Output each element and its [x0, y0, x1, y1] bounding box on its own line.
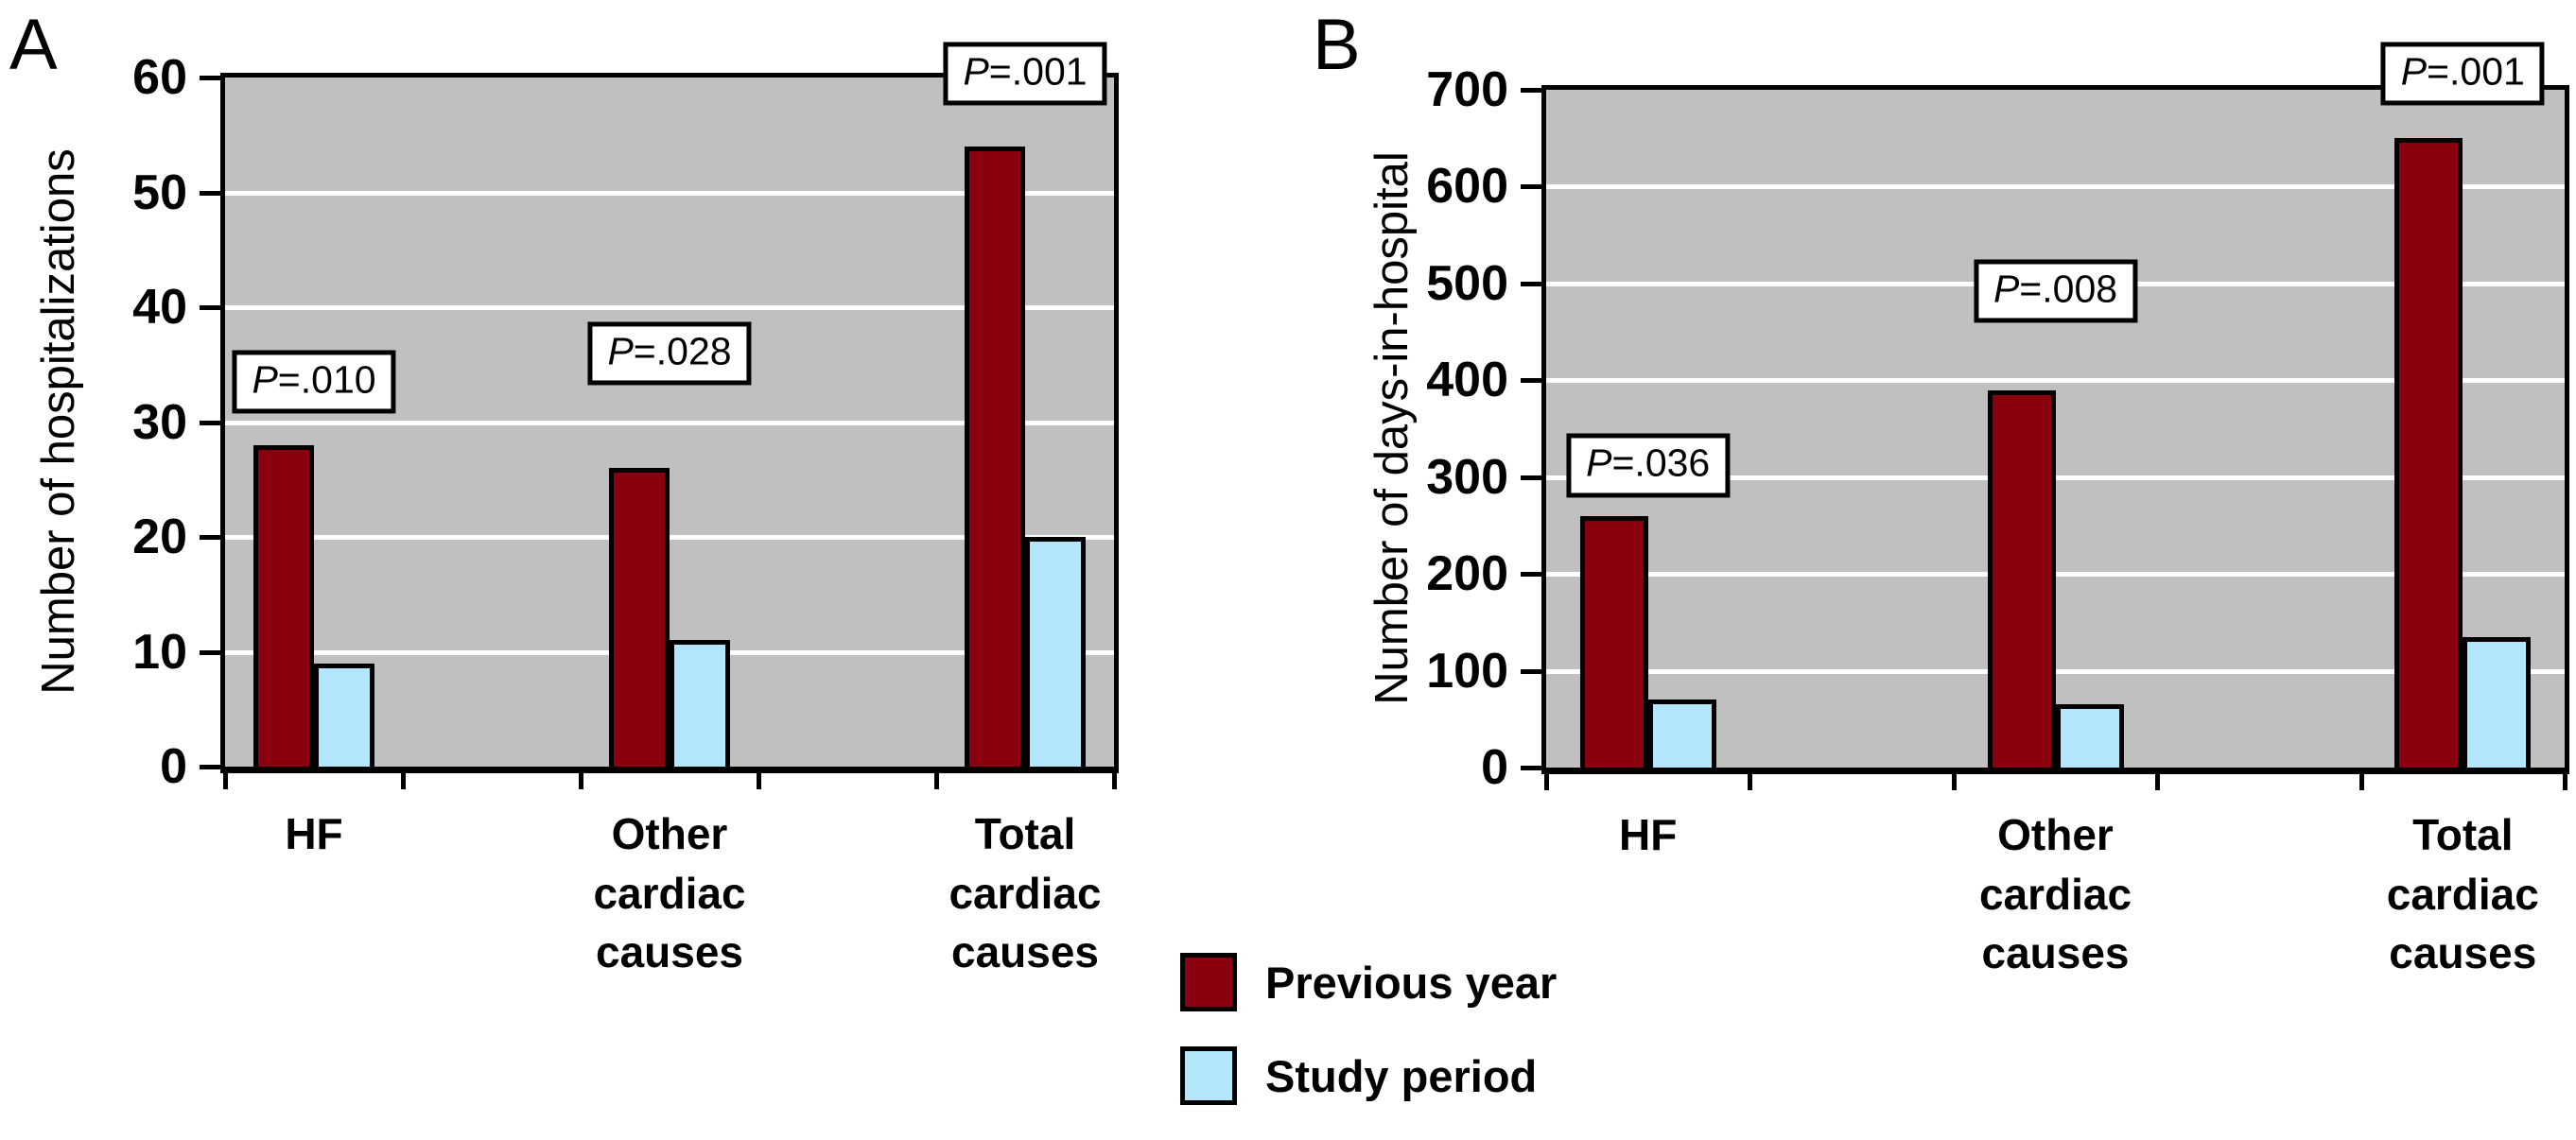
category-label-group3: Total cardiac causes [2386, 810, 2539, 978]
y-axis-tick [1521, 184, 1541, 190]
x-axis-tick [579, 769, 583, 789]
gridline [225, 190, 1114, 196]
p-value-text: =.001 [2427, 49, 2525, 94]
p-value-text: =.001 [988, 49, 1088, 94]
x-axis-tick [2155, 769, 2161, 790]
gridline [1546, 572, 2565, 578]
previous-year-label: Previous year [1265, 957, 1558, 1008]
bar-previous-year-group3 [965, 146, 1025, 767]
y-axis-tick-label: 200 [1426, 546, 1508, 602]
y-axis-tick-label: 30 [132, 394, 187, 450]
y-axis-tick-label: 700 [1426, 62, 1508, 117]
p-value-text: =.010 [277, 357, 376, 402]
category-label-group1: HF [1619, 810, 1678, 859]
p-symbol: P [1993, 267, 2020, 311]
study-period-label: Study period [1265, 1050, 1538, 1101]
bar-study-period-group1 [1647, 700, 1716, 768]
x-axis-tick [757, 769, 761, 789]
y-axis-tick [1521, 668, 1541, 674]
x-axis-tick [1544, 769, 1549, 790]
p-value-text: =.028 [633, 329, 732, 373]
p-value-text: =.036 [1611, 440, 1711, 485]
panel-a-letter: A [9, 5, 58, 85]
p-value-box-group1: P=.010 [232, 350, 396, 414]
y-axis-tick [1521, 281, 1541, 286]
y-axis-tick [200, 305, 220, 310]
x-axis-tick [1112, 769, 1117, 789]
gridline [225, 535, 1114, 540]
legend-item-previous-year: Previous year [1180, 953, 1557, 1011]
y-axis-tick [200, 649, 220, 655]
y-axis-tick [200, 190, 220, 196]
y-axis-tick [200, 535, 220, 540]
bar-previous-year-group1 [253, 444, 314, 767]
bar-study-period-group3 [1025, 537, 1086, 767]
gridline [1546, 184, 2565, 190]
y-axis-tick-label: 100 [1426, 643, 1508, 699]
previous-year-swatch [1180, 953, 1237, 1011]
y-axis-tick [200, 765, 220, 769]
bar-previous-year-group2 [1987, 389, 2056, 768]
bar-study-period-group2 [670, 640, 730, 767]
y-axis-tick [1521, 475, 1541, 480]
y-axis-tick [1521, 766, 1541, 770]
category-label-group2: Other cardiac causes [1978, 810, 2132, 978]
p-symbol: P [1586, 440, 1612, 485]
x-axis-tick [223, 769, 228, 789]
category-label-group3: Total cardiac causes [949, 809, 1102, 977]
bar-study-period-group3 [2463, 636, 2532, 768]
category-label-group2: Other cardiac causes [593, 809, 746, 977]
legend-item-study-period: Study period [1180, 1046, 1557, 1105]
gridline [1546, 378, 2565, 384]
p-symbol: P [2400, 49, 2428, 94]
panel-a-plot-area [220, 73, 1119, 773]
bar-study-period-group2 [2055, 704, 2124, 768]
p-symbol: P [607, 329, 634, 373]
gridline [225, 420, 1114, 425]
y-axis-tick-label: 10 [132, 624, 187, 680]
y-axis-tick [1521, 378, 1541, 384]
x-axis-tick [1951, 769, 1957, 790]
p-value-box-group3: P=.001 [943, 42, 1107, 106]
p-value-box-group2: P=.008 [1973, 259, 2138, 323]
p-symbol: P [252, 357, 278, 402]
gridline [1546, 668, 2565, 674]
y-axis-tick-label: 20 [132, 510, 187, 564]
panel-b-plot-area [1541, 85, 2569, 774]
y-axis-tick [200, 76, 220, 80]
y-axis-tick [200, 420, 220, 425]
figure-legend: Previous year Study period [1180, 953, 1557, 1140]
y-axis-tick-label: 500 [1426, 255, 1508, 311]
p-value-text: =.008 [2019, 267, 2118, 311]
x-axis-tick [1748, 769, 1753, 790]
x-axis-tick [934, 769, 939, 789]
bar-previous-year-group1 [1579, 515, 1648, 768]
p-value-box-group3: P=.001 [2380, 42, 2545, 106]
bar-study-period-group1 [314, 663, 374, 767]
y-axis-tick-label: 600 [1426, 159, 1508, 215]
x-axis-tick [401, 769, 406, 789]
gridline [225, 305, 1114, 310]
y-axis-tick-label: 50 [132, 164, 187, 220]
x-axis-tick [2563, 769, 2567, 790]
gridline [1546, 475, 2565, 480]
panel-b-letter: B [1313, 5, 1361, 85]
y-axis-tick-label: 0 [160, 739, 187, 794]
y-axis-tick-label: 40 [132, 280, 187, 335]
x-axis-tick [2358, 769, 2364, 790]
p-value-box-group1: P=.036 [1566, 433, 1731, 497]
y-axis-tick [1521, 88, 1541, 93]
bar-previous-year-group2 [609, 468, 670, 767]
panel-b-y-axis-title: Number of days-in-hospital [1366, 151, 1418, 705]
p-value-box-group2: P=.028 [587, 321, 752, 386]
bar-previous-year-group3 [2394, 138, 2463, 768]
y-axis-tick-label: 0 [1481, 740, 1508, 795]
study-period-swatch [1180, 1046, 1237, 1105]
category-label-group1: HF [285, 809, 343, 858]
p-symbol: P [963, 49, 989, 94]
y-axis-tick-label: 400 [1426, 353, 1508, 408]
y-axis-tick-label: 300 [1426, 449, 1508, 505]
y-axis-tick-label: 60 [132, 50, 187, 105]
y-axis-tick [1521, 572, 1541, 578]
